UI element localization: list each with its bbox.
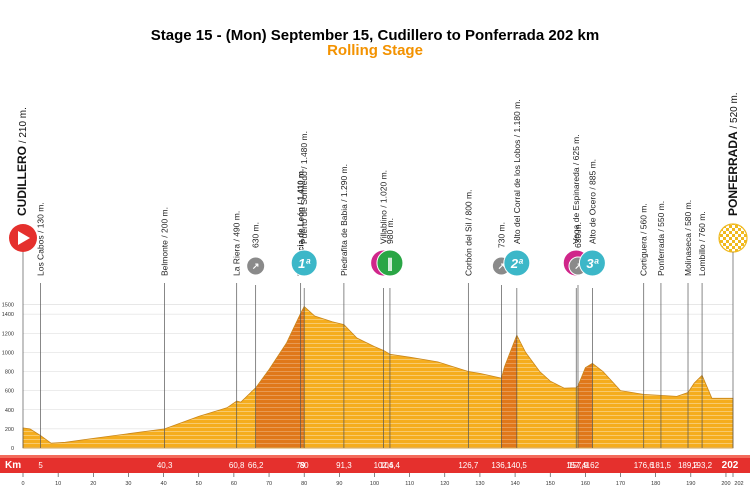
y-tick-label: 1400 xyxy=(2,312,14,318)
km-bar-value: 80 xyxy=(300,461,309,470)
km-bar-value: 193,2 xyxy=(692,461,713,470)
stage-subtitle: Rolling Stage xyxy=(327,42,423,59)
km-bar-value: 136,1 xyxy=(491,461,512,470)
km-label: Km xyxy=(5,460,21,471)
x-tick-label: 160 xyxy=(581,481,590,487)
finish-label: PONFERRADA / 520 m. xyxy=(726,92,740,216)
point-label: 630 m. xyxy=(251,222,261,248)
km-bar-value: 140,5 xyxy=(507,461,528,470)
feed-marker xyxy=(376,249,404,277)
point-label: 980 m. xyxy=(385,218,395,244)
point-label: Cortiguera / 560 m. xyxy=(639,203,649,276)
marker-text: ↗ xyxy=(252,261,260,271)
cat2-marker xyxy=(503,249,531,277)
km-bar-value: 91,3 xyxy=(336,461,352,470)
point-label: Corbón del Sil / 800 m. xyxy=(463,190,473,276)
km-bar-value: 157,9 xyxy=(568,461,589,470)
km-bar-value: 60,8 xyxy=(229,461,245,470)
x-tick-label: 20 xyxy=(90,481,96,487)
point-label: 730 m. xyxy=(496,222,506,248)
point-label: Los Cabos / 130 m. xyxy=(36,202,46,276)
x-tick-label: 190 xyxy=(686,481,695,487)
marker-text: ↗ xyxy=(574,261,582,271)
point-label: Vega de Espinareda / 625 m. xyxy=(571,134,581,244)
y-tick-label: 200 xyxy=(5,427,14,433)
marker-text: ∥ xyxy=(387,256,394,272)
x-tick-label: 10 xyxy=(55,481,61,487)
x-tick-label: 150 xyxy=(546,481,555,487)
km-bar-highlight xyxy=(0,455,750,458)
x-tick-label: 202 xyxy=(734,481,743,487)
x-tick-label: 180 xyxy=(651,481,660,487)
marker-text: 2ª xyxy=(510,256,524,271)
marker-text: ↗ xyxy=(498,261,506,271)
x-tick-label: 0 xyxy=(21,481,24,487)
y-tick-label: 800 xyxy=(5,370,14,376)
point-label: Molinaseca / 580 m. xyxy=(683,200,693,276)
x-tick-label: 30 xyxy=(125,481,131,487)
x-tick-label: 40 xyxy=(161,481,167,487)
y-tick-label: 1500 xyxy=(2,303,14,309)
stage-title: Stage 15 - (Mon) September 15, Cudillero… xyxy=(150,27,600,44)
grey-marker xyxy=(246,256,266,276)
x-tick-label: 140 xyxy=(510,481,519,487)
x-tick-label: 80 xyxy=(301,481,307,487)
climb-segment xyxy=(255,306,305,448)
point-label: Ponferrada / 550 m. xyxy=(656,201,666,276)
marker-text: 1ª xyxy=(298,256,311,271)
point-label: Alto del Corral de los Lobos / 1.180 m. xyxy=(512,99,522,244)
km-bar-value: 102,6 xyxy=(374,461,395,470)
y-tick-label: 400 xyxy=(5,408,14,414)
start-arrow-icon xyxy=(18,231,30,245)
km-bar-value: 79 xyxy=(296,461,305,470)
x-tick-label: 110 xyxy=(405,481,414,487)
km-bar-value: 104,4 xyxy=(380,461,401,470)
y-tick-label: 1200 xyxy=(2,331,14,337)
elevation-profile-line xyxy=(22,305,734,449)
km-bar-value: 162 xyxy=(586,461,600,470)
start-label: CUDILLERO / 210 m. xyxy=(15,107,29,216)
x-tick-label: 200 xyxy=(721,481,730,487)
point-label: Villablino / 1.020 m. xyxy=(379,170,389,244)
x-tick-label: 100 xyxy=(370,481,379,487)
km-bar-value: 176,6 xyxy=(634,461,655,470)
km-bar-value: 181,5 xyxy=(651,461,672,470)
km-bar-value: 202 xyxy=(722,460,739,471)
x-tick-label: 50 xyxy=(196,481,202,487)
cat3-marker xyxy=(578,249,606,277)
point-label: 630 m. xyxy=(573,222,583,248)
km-bar xyxy=(0,455,750,473)
point-label: Alto de Ocero / 885 m. xyxy=(587,159,597,244)
point-label: Piedrafita de Babia / 1.290 m. xyxy=(339,164,349,276)
x-tick-label: 70 xyxy=(266,481,272,487)
y-tick-label: 600 xyxy=(5,389,14,395)
marker-text: 3ª xyxy=(586,256,599,271)
y-tick-label: 0 xyxy=(11,446,14,452)
point-label: Puerto de Somiedo / 1.480 m. xyxy=(299,131,309,244)
cat1-marker xyxy=(290,249,318,277)
km-bar-value: 189,2 xyxy=(678,461,699,470)
km-bar-value: 40,3 xyxy=(157,461,173,470)
km-bar-value: 157,4 xyxy=(566,461,587,470)
x-tick-label: 90 xyxy=(336,481,342,487)
point-label: Belmonte / 200 m. xyxy=(160,207,170,276)
y-tick-label: 1000 xyxy=(2,350,14,356)
x-tick-label: 170 xyxy=(616,481,625,487)
point-label: Lombillo / 760 m. xyxy=(697,211,707,276)
km-bar-value: 66,2 xyxy=(248,461,264,470)
km-bar-value: 5 xyxy=(38,461,43,470)
point-label: La Riera / 490 m. xyxy=(232,211,242,276)
km-bar-value: 126,7 xyxy=(458,461,479,470)
elevation-profile-area xyxy=(23,306,733,448)
point-label: Provincia de León / 1.410 m. xyxy=(297,169,306,276)
x-tick-label: 130 xyxy=(475,481,484,487)
x-tick-label: 60 xyxy=(231,481,237,487)
x-tick-label: 120 xyxy=(440,481,449,487)
finish-marker xyxy=(718,223,748,253)
